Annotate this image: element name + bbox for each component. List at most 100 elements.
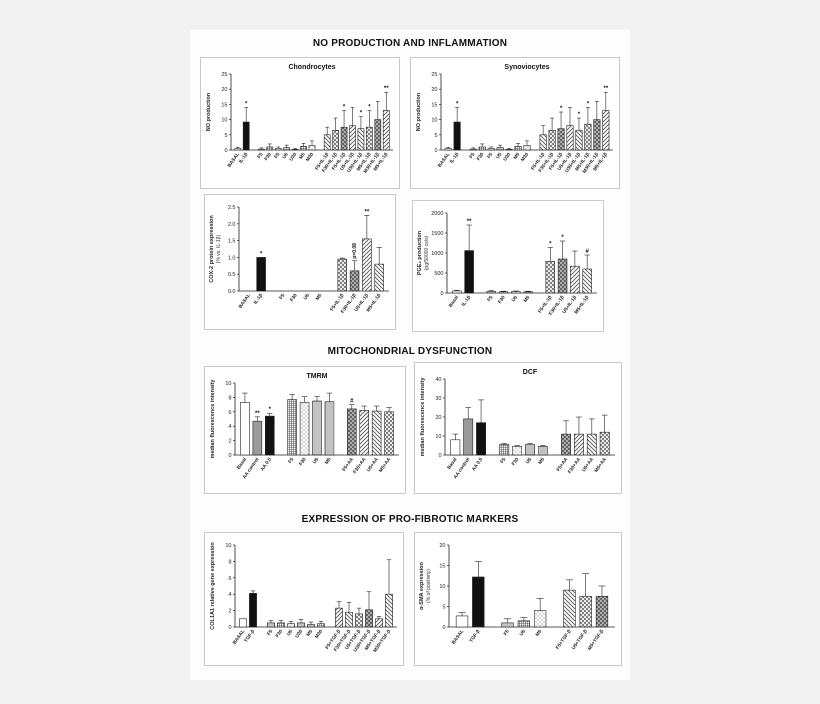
pge2-annotation: * xyxy=(549,241,552,247)
tmrm-title: TMRM xyxy=(307,373,328,380)
pge2-ylabel-sub: (pg/50000 cels) xyxy=(424,235,430,270)
asma-ytick-label: 10 xyxy=(439,584,445,590)
chondrocytes-ylabel: NO production xyxy=(206,92,212,131)
tmrm-ylabel: median fluorescence intensity xyxy=(210,379,216,459)
chondrocytes-bar xyxy=(366,126,373,151)
cox2-ytick-label: 0.5 xyxy=(228,272,236,278)
synoviocytes-bar xyxy=(469,148,477,151)
pge2-bar xyxy=(523,291,533,294)
chondrocytes-bar xyxy=(242,121,250,151)
tmrm-ytick-label: 8 xyxy=(228,395,231,401)
panel-synoviocytes: Synoviocytes NO production 0 5 10 15 20 25 BASAL… xyxy=(410,57,620,189)
pge2-bar xyxy=(582,268,592,294)
col1a1-xtick-label: TGF-β xyxy=(243,629,256,644)
chondrocytes-bar xyxy=(374,119,382,151)
synoviocytes-annotation: * xyxy=(578,112,581,118)
col1a1-xtick-label: M5 xyxy=(305,628,314,637)
dcf-bar xyxy=(574,433,584,456)
pge2-xtick-label: F5 xyxy=(486,294,494,302)
tmrm-ytick-label: 6 xyxy=(228,410,231,416)
pge2-bar xyxy=(452,290,462,294)
chondrocytes-title: Chondrocytes xyxy=(288,64,335,71)
dcf-xtick-label: U5+AA xyxy=(581,456,595,473)
chondrocytes-annotation: * xyxy=(368,104,371,110)
synoviocytes-xtick-label: BASAL xyxy=(437,152,451,169)
tmrm-bar xyxy=(252,420,263,456)
chondrocytes-xtick-label: M5 xyxy=(298,151,307,160)
chondrocytes-ytick-label: 20 xyxy=(221,87,227,93)
cox2-bar xyxy=(362,238,372,292)
cox2-ylabel-sub: (% vs. IL-1β) xyxy=(216,234,222,263)
dcf-xtick-label: U5 xyxy=(525,456,534,465)
col1a1-bar xyxy=(335,607,343,628)
tmrm-xtick-label: AA 0.5 xyxy=(260,456,274,472)
synoviocytes-annotation: * xyxy=(560,106,563,112)
dcf-ytick-label: 30 xyxy=(435,396,441,402)
col1a1-bar xyxy=(375,618,383,628)
dcf-ytick-label: 0 xyxy=(438,453,441,459)
dcf-bar xyxy=(599,431,610,456)
section-title-profibrotic: EXPRESSION OF PRO-FIBROTIC MARKERS xyxy=(301,514,519,525)
asma-bar xyxy=(501,622,514,628)
pge2-xtick-label: Basal xyxy=(448,295,460,309)
synoviocytes-title: Synoviocytes xyxy=(504,64,549,71)
asma-bar xyxy=(455,615,469,628)
tmrm-annotation: # xyxy=(350,399,354,405)
panel-chondrocytes: Chondrocytes NO production 0 5 10 15 20 25 BASAL… xyxy=(200,57,400,189)
panel-cox2: COX-2 protein expression (% vs. IL-1β) 0.0… xyxy=(204,194,396,330)
cox2-annotation: p=0.08 xyxy=(352,243,358,259)
asma-xtick-label: TGF-β xyxy=(468,629,481,644)
pge2-annotation: # xyxy=(585,249,589,255)
tmrm-xtick-label: M5 xyxy=(324,456,333,465)
chondrocytes-bar xyxy=(357,128,365,151)
synoviocytes-xtick-label: IL-1β xyxy=(449,152,461,165)
col1a1-ytick-label: 0 xyxy=(228,625,231,631)
col1a1-ytick-label: 6 xyxy=(228,576,231,582)
synoviocytes-ylabel: NO production xyxy=(416,92,422,131)
pge2-bar xyxy=(464,250,474,294)
tmrm-ytick-label: 0 xyxy=(228,453,231,459)
asma-ytick-label: 0 xyxy=(442,625,445,631)
chondrocytes-ytick-label: 15 xyxy=(221,102,227,108)
chondrocytes-bar xyxy=(308,145,316,151)
cox2-ytick-label: 2.0 xyxy=(228,222,236,228)
pge2-xtick-label: F30 xyxy=(497,294,507,304)
cox2-annotation: * xyxy=(260,251,263,257)
tmrm-annotation: ** xyxy=(255,411,260,417)
dcf-ytick-label: 20 xyxy=(435,415,441,421)
pge2-xtick-label: IL-1β xyxy=(461,295,473,308)
chondrocytes-bar xyxy=(300,146,307,151)
pge2-bar xyxy=(511,291,521,294)
col1a1-chart-svg: COL1A1 relative gene expression 0 2 4 6 8 10 BA… xyxy=(210,542,397,654)
dcf-bar xyxy=(463,418,474,456)
pge2-xtick-label: M5 xyxy=(523,294,532,303)
section-title-no-production: NO PRODUCTION AND INFLAMMATION xyxy=(312,38,508,49)
chondrocytes-ytick-label: 10 xyxy=(221,118,227,124)
col1a1-xtick-label: F5 xyxy=(266,628,274,636)
asma-ylabel-sub: (% of positivity) xyxy=(426,569,432,603)
panel-asma: α-SMA expression (% of positivity) 0 5 10 15 2… xyxy=(414,532,622,666)
pge2-bar xyxy=(498,291,509,294)
asma-ytick-label: 15 xyxy=(439,564,445,570)
pge2-ytick-label: 500 xyxy=(434,271,443,277)
section-title-mitochondrial: MITOCHONDRIAL DYSFUNCTION xyxy=(327,346,493,357)
tmrm-xtick-label: Basal xyxy=(236,457,248,471)
pge2-bar xyxy=(570,265,580,294)
chondrocytes-bar xyxy=(258,148,265,151)
asma-chart-svg: α-SMA expression (% of positivity) 0 5 10 15 2… xyxy=(419,543,615,651)
asma-bar xyxy=(579,595,592,628)
synoviocytes-bar xyxy=(478,146,486,151)
synoviocytes-ytick-label: 25 xyxy=(431,72,437,78)
tmrm-bar xyxy=(287,399,297,456)
dcf-xtick-label: F30 xyxy=(511,456,521,466)
chondrocytes-ytick-label: 25 xyxy=(221,72,227,78)
tmrm-xtick-label: F30 xyxy=(298,456,308,466)
col1a1-bar xyxy=(317,623,325,628)
chondrocytes-annotation: * xyxy=(360,111,363,117)
col1a1-xtick-label: F30 xyxy=(274,628,284,638)
dcf-ylabel: median fluorescence intensity xyxy=(420,377,426,457)
dcf-title: DCF xyxy=(523,369,538,376)
cox2-bar xyxy=(349,270,360,292)
cox2-xtick-label: BASAL xyxy=(238,293,252,310)
asma-bar xyxy=(533,610,547,628)
